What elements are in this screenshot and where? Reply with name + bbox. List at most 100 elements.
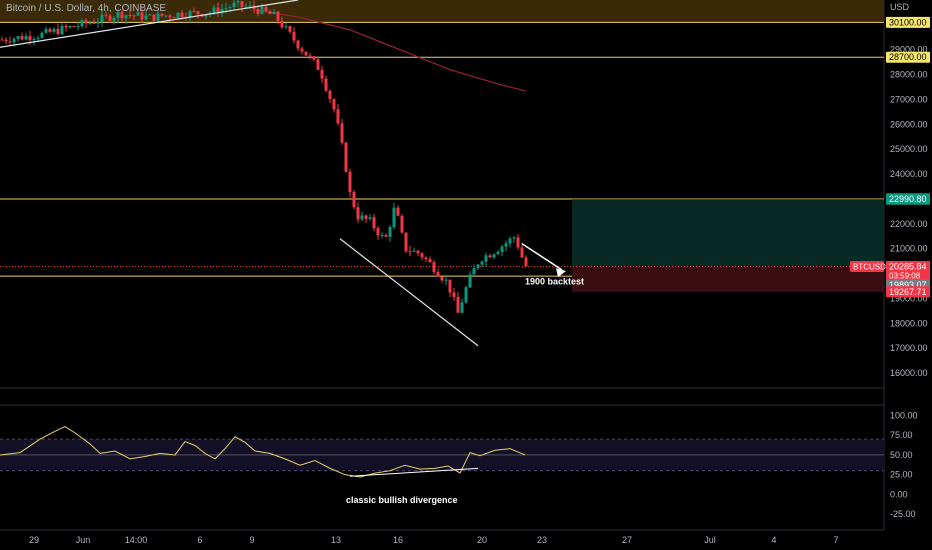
moving-average xyxy=(254,9,526,92)
candle-body xyxy=(524,257,528,267)
candle-body xyxy=(288,26,292,32)
trendlines[interactable] xyxy=(0,0,566,347)
candle-body xyxy=(332,99,336,110)
candle-body xyxy=(396,207,400,216)
candle-body xyxy=(372,217,376,229)
candle-body xyxy=(52,28,56,32)
candlesticks xyxy=(0,0,528,314)
price-tick-label: 16000.00 xyxy=(890,368,928,378)
candle-body xyxy=(92,22,96,24)
candle-body xyxy=(440,276,444,281)
candle-body xyxy=(368,217,372,219)
candle-body xyxy=(444,279,448,281)
projection-arrow xyxy=(521,243,563,271)
level-badge-text: 28700.00 xyxy=(889,52,927,62)
candle-body xyxy=(128,14,132,16)
ma-line xyxy=(254,9,526,92)
candle-body xyxy=(96,22,100,24)
candle-body xyxy=(284,26,288,28)
time-axis[interactable]: 29 Jun 14:00 6 9 13 16 20 23 27 Jul 4 7 xyxy=(29,535,839,545)
candle-body xyxy=(304,51,308,56)
candle-body xyxy=(188,11,192,18)
candle-body xyxy=(328,90,332,100)
candle-body xyxy=(156,13,160,21)
candle-body xyxy=(108,15,112,21)
candle-body xyxy=(484,255,488,262)
candle-body xyxy=(44,28,48,33)
candle-body xyxy=(216,7,220,14)
chart-title: Bitcoin / U.S. Dollar, 4h, COINBASE xyxy=(6,3,167,14)
candle-body xyxy=(180,12,184,18)
candle-body xyxy=(60,25,64,35)
last-price-badge-sub: 03:59:08 xyxy=(889,271,921,280)
time-label: 9 xyxy=(249,535,254,545)
candle-body xyxy=(224,8,228,10)
candle-body xyxy=(380,235,384,237)
candle-body xyxy=(40,32,44,38)
level-badge: 28700.00 xyxy=(886,51,930,63)
candle-body xyxy=(376,228,380,236)
candle-body xyxy=(280,20,284,28)
candle-body xyxy=(12,38,16,43)
price-tick-label: 25000.00 xyxy=(890,144,928,154)
price-tick-label: 22000.00 xyxy=(890,219,928,229)
annotations: 1900 backtest xyxy=(525,276,584,286)
long-position-box[interactable] xyxy=(0,199,884,292)
candle-body xyxy=(88,22,92,24)
candle-body xyxy=(464,287,468,303)
time-label: 20 xyxy=(477,535,487,545)
price-tick-label: 21000.00 xyxy=(890,244,928,254)
divergence-line xyxy=(349,467,479,477)
candle-body xyxy=(124,14,128,19)
price-axis[interactable]: USD16000.0017000.0018000.0019000.0020000… xyxy=(850,2,930,519)
candle-body xyxy=(204,14,208,17)
time-label: Jul xyxy=(704,535,716,545)
time-label: 4 xyxy=(771,535,776,545)
candle-body xyxy=(520,247,524,258)
candle-body xyxy=(504,243,508,247)
candle-body xyxy=(248,5,252,7)
candle-body xyxy=(260,6,264,14)
stop-badge: 19267.71 xyxy=(886,286,930,298)
annotation-backtest: 1900 backtest xyxy=(525,276,584,286)
level-badge-text: 30100.00 xyxy=(889,17,927,27)
candle-body xyxy=(172,17,176,19)
price-tick-label: 18000.00 xyxy=(890,318,928,328)
candle-body xyxy=(148,14,152,16)
candle-body xyxy=(344,142,348,172)
last-price-badge-bg xyxy=(886,260,930,281)
rsi-tick-label: 75.00 xyxy=(890,430,913,440)
candle-body xyxy=(16,36,20,39)
annotation-divergence: classic bullish divergence xyxy=(346,495,458,505)
time-label: Jun xyxy=(76,535,91,545)
candle-body xyxy=(100,14,104,23)
candle-body xyxy=(432,262,436,273)
candle-body xyxy=(392,207,396,228)
candle-body xyxy=(160,13,164,16)
candle-body xyxy=(400,215,404,233)
profit-zone xyxy=(572,199,884,267)
candle-body xyxy=(136,12,140,16)
top-zone-fill xyxy=(0,0,884,23)
candle-body xyxy=(0,39,4,41)
ma-badge-text: 19893.07 xyxy=(889,280,927,290)
rsi-tick-label: 50.00 xyxy=(890,450,913,460)
candle-body xyxy=(112,17,116,21)
candle-body xyxy=(264,6,268,12)
candle-body xyxy=(20,36,24,40)
candle-body xyxy=(72,25,76,27)
candle-body xyxy=(268,11,272,15)
price-tick-label: 19000.00 xyxy=(890,293,928,303)
candle-body xyxy=(312,56,316,60)
target-badge-bg xyxy=(886,193,930,205)
candle-body xyxy=(296,40,300,49)
candle-body xyxy=(84,20,88,24)
candle-body xyxy=(364,215,368,219)
candle-body xyxy=(384,235,388,237)
target-badge-text: 22990.80 xyxy=(889,194,927,204)
candle-body xyxy=(244,6,248,8)
candle-body xyxy=(276,11,280,21)
candle-body xyxy=(404,232,408,252)
price-tick-label: 17000.00 xyxy=(890,343,928,353)
